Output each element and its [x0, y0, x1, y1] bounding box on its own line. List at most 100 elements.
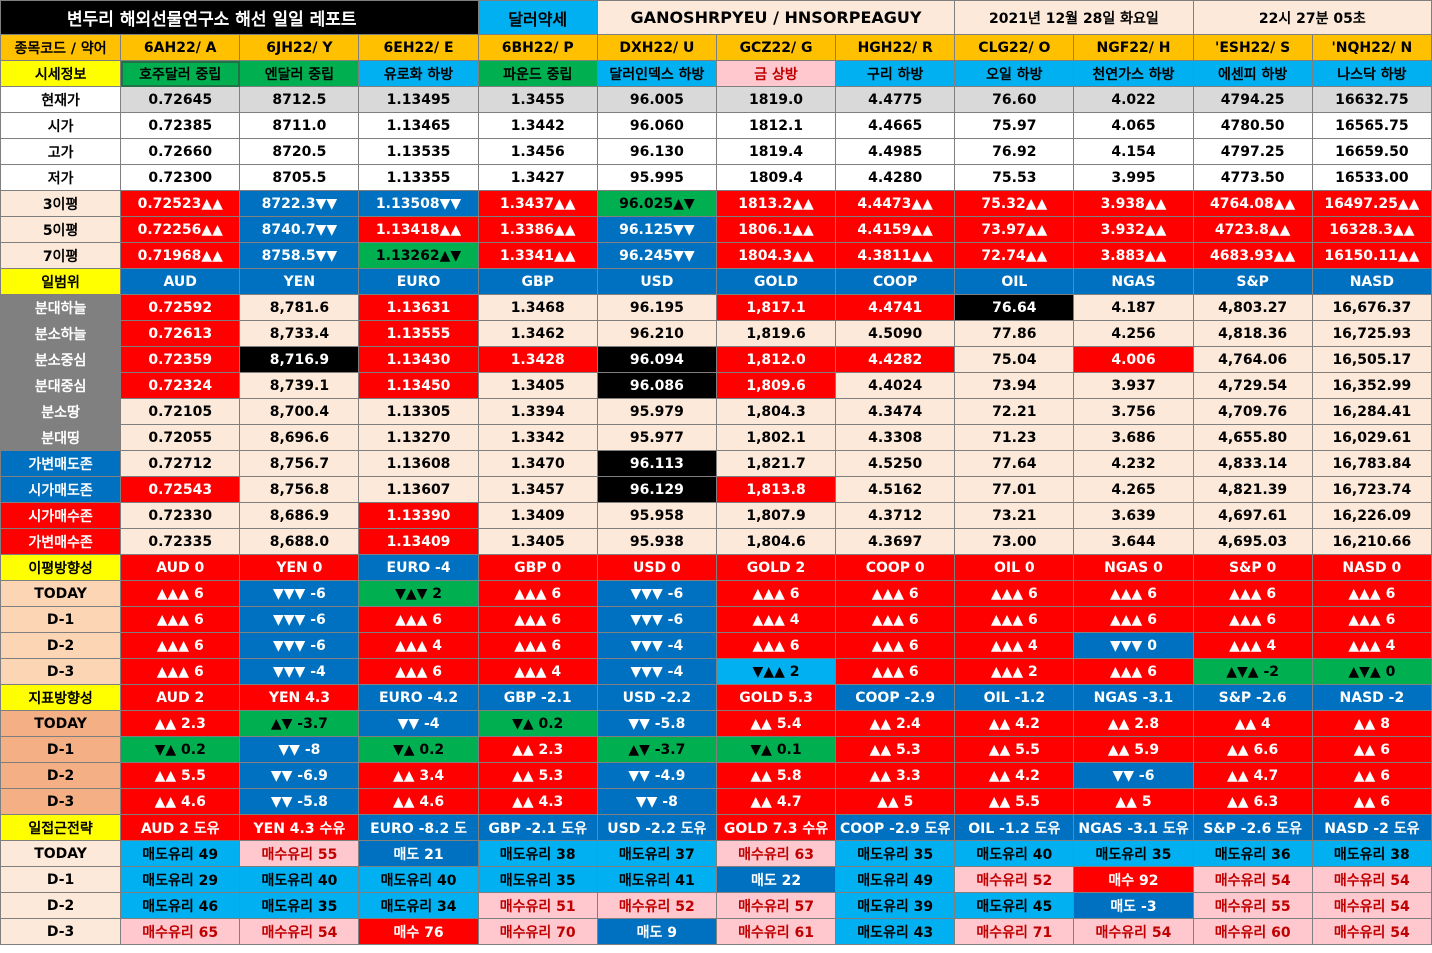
data-cell[interactable]: 8705.5 [239, 164, 360, 191]
data-cell[interactable]: 8,739.1 [239, 372, 360, 399]
data-cell[interactable]: 매도유리 38 [477, 840, 598, 867]
data-cell[interactable]: 1,817.1 [715, 294, 837, 321]
data-cell[interactable]: DXH22/ U [596, 34, 717, 61]
row-label[interactable]: TODAY [0, 580, 122, 607]
data-cell[interactable]: ▼▲▼ 2 [358, 580, 479, 607]
row-label[interactable]: 분대중심 [0, 372, 122, 399]
data-cell[interactable]: 4.154 [1073, 138, 1194, 165]
data-cell[interactable]: ▲▲▲ 4 [715, 606, 837, 633]
data-cell[interactable]: 4683.93▲▲ [1192, 242, 1313, 269]
row-label[interactable]: 현재가 [0, 86, 122, 113]
data-cell[interactable]: 76.92 [954, 138, 1075, 165]
data-cell[interactable]: ▼▼ -5.8 [596, 710, 717, 737]
row-label[interactable]: D-2 [0, 762, 122, 789]
data-cell[interactable]: 1.13465 [358, 112, 479, 139]
data-cell[interactable]: 1819.4 [715, 138, 837, 165]
data-cell[interactable]: 8,696.6 [239, 424, 360, 451]
data-cell[interactable]: ▲▲▲ 6 [1311, 606, 1432, 633]
row-label[interactable]: 분대하늘 [0, 294, 122, 321]
data-cell[interactable]: 8,756.8 [239, 476, 360, 503]
data-cell[interactable]: 매도유리 46 [120, 892, 241, 919]
data-cell[interactable]: 1.3437▲▲ [477, 190, 598, 217]
row-label[interactable]: 고가 [0, 138, 122, 165]
data-cell[interactable]: OIL -1.2 [954, 684, 1075, 711]
data-cell[interactable]: ▲▲▲ 6 [715, 632, 837, 659]
data-cell[interactable]: 4794.25 [1192, 86, 1313, 113]
data-cell[interactable]: ▲▲▲ 4 [1192, 632, 1313, 659]
row-label[interactable]: 가변매도존 [0, 450, 122, 477]
data-cell[interactable]: 매도유리 36 [1192, 840, 1313, 867]
data-cell[interactable]: 4,655.80 [1192, 424, 1313, 451]
data-cell[interactable]: 1.13355 [358, 164, 479, 191]
data-cell[interactable]: 4,709.76 [1192, 398, 1313, 425]
data-cell[interactable]: 매수 76 [358, 918, 479, 945]
data-cell[interactable]: 오일 하방 [954, 60, 1075, 87]
data-cell[interactable]: ▲▲▲ 6 [835, 606, 956, 633]
data-cell[interactable]: ▲▲ 2.3 [477, 736, 598, 763]
data-cell[interactable]: ▼▼▼ -4 [239, 658, 360, 685]
data-cell[interactable]: 1.3386▲▲ [477, 216, 598, 243]
data-cell[interactable]: 4.006 [1073, 346, 1194, 373]
data-cell[interactable]: 매수 92 [1073, 866, 1194, 893]
data-cell[interactable]: 8711.0 [239, 112, 360, 139]
data-cell[interactable]: 72.21 [954, 398, 1075, 425]
data-cell[interactable]: ▲▲▲ 6 [1073, 606, 1194, 633]
data-cell[interactable]: 1.13608 [358, 450, 479, 477]
data-cell[interactable]: 1.13535 [358, 138, 479, 165]
data-cell[interactable]: 매수유리 65 [120, 918, 241, 945]
data-cell[interactable]: 4.4665 [835, 112, 956, 139]
data-cell[interactable]: 96.005 [596, 86, 717, 113]
data-cell[interactable]: ▲▲▲ 6 [1073, 658, 1194, 685]
data-cell[interactable]: ▲▲ 5.9 [1073, 736, 1194, 763]
data-cell[interactable]: ▼▼▼ -6 [239, 606, 360, 633]
data-cell[interactable]: 매도 -3 [1073, 892, 1194, 919]
data-cell[interactable]: 매도유리 45 [954, 892, 1075, 919]
data-cell[interactable]: OIL [954, 268, 1075, 295]
data-cell[interactable]: 1.13450 [358, 372, 479, 399]
data-cell[interactable]: 72.74▲▲ [954, 242, 1075, 269]
data-cell[interactable]: 1,813.8 [715, 476, 837, 503]
data-cell[interactable]: 0.72543 [120, 476, 241, 503]
data-cell[interactable]: ▲▲▲ 2 [954, 658, 1075, 685]
data-cell[interactable]: ▲▲▲ 6 [835, 580, 956, 607]
data-cell[interactable]: 파운드 중립 [477, 60, 598, 87]
data-cell[interactable]: ▲▲▲ 6 [477, 632, 598, 659]
data-cell[interactable]: 매수유리 57 [715, 892, 837, 919]
data-cell[interactable]: 16150.11▲▲ [1311, 242, 1432, 269]
data-cell[interactable]: 4.4775 [835, 86, 956, 113]
data-cell[interactable]: 매수유리 54 [239, 918, 360, 945]
data-cell[interactable]: ▲▲▲ 6 [1192, 606, 1313, 633]
data-cell[interactable]: 1.13305 [358, 398, 479, 425]
data-cell[interactable]: ▲▲ 2.3 [120, 710, 241, 737]
data-cell[interactable]: 매도유리 40 [358, 866, 479, 893]
data-cell[interactable]: 1.3405 [477, 528, 598, 555]
data-cell[interactable]: 16,676.37 [1311, 294, 1432, 321]
data-cell[interactable]: YEN 4.3 수유 [239, 814, 360, 841]
data-cell[interactable]: S&P -2.6 [1192, 684, 1313, 711]
data-cell[interactable]: 4.3308 [835, 424, 956, 451]
row-label[interactable]: 시세정보 [0, 60, 122, 87]
data-cell[interactable]: 매도유리 38 [1311, 840, 1432, 867]
data-cell[interactable]: 96.125▼▼ [596, 216, 717, 243]
data-cell[interactable]: 4,833.14 [1192, 450, 1313, 477]
data-cell[interactable]: 매수유리 54 [1311, 866, 1432, 893]
data-cell[interactable]: ▲▲ 6.6 [1192, 736, 1313, 763]
data-cell[interactable]: 매도유리 37 [596, 840, 717, 867]
data-cell[interactable]: ▲▲ 4.7 [1192, 762, 1313, 789]
data-cell[interactable]: GOLD 5.3 [715, 684, 837, 711]
row-label[interactable]: 분소땅 [0, 398, 122, 425]
data-cell[interactable]: ▼▼ -4 [358, 710, 479, 737]
data-cell[interactable]: 4.065 [1073, 112, 1194, 139]
data-cell[interactable]: 유로화 하방 [358, 60, 479, 87]
data-cell[interactable]: 8758.5▼▼ [239, 242, 360, 269]
data-cell[interactable]: 1.3342 [477, 424, 598, 451]
data-cell[interactable]: 매수유리 52 [954, 866, 1075, 893]
data-cell[interactable]: 매도유리 40 [239, 866, 360, 893]
data-cell[interactable]: 매도유리 43 [835, 918, 956, 945]
data-cell[interactable]: ▲▲ 5.5 [954, 788, 1075, 815]
report-time[interactable]: 22시 27분 05초 [1192, 0, 1432, 35]
data-cell[interactable]: 4,729.54 [1192, 372, 1313, 399]
data-cell[interactable]: 8740.7▼▼ [239, 216, 360, 243]
data-cell[interactable]: 4,695.03 [1192, 528, 1313, 555]
data-cell[interactable]: 1.13390 [358, 502, 479, 529]
